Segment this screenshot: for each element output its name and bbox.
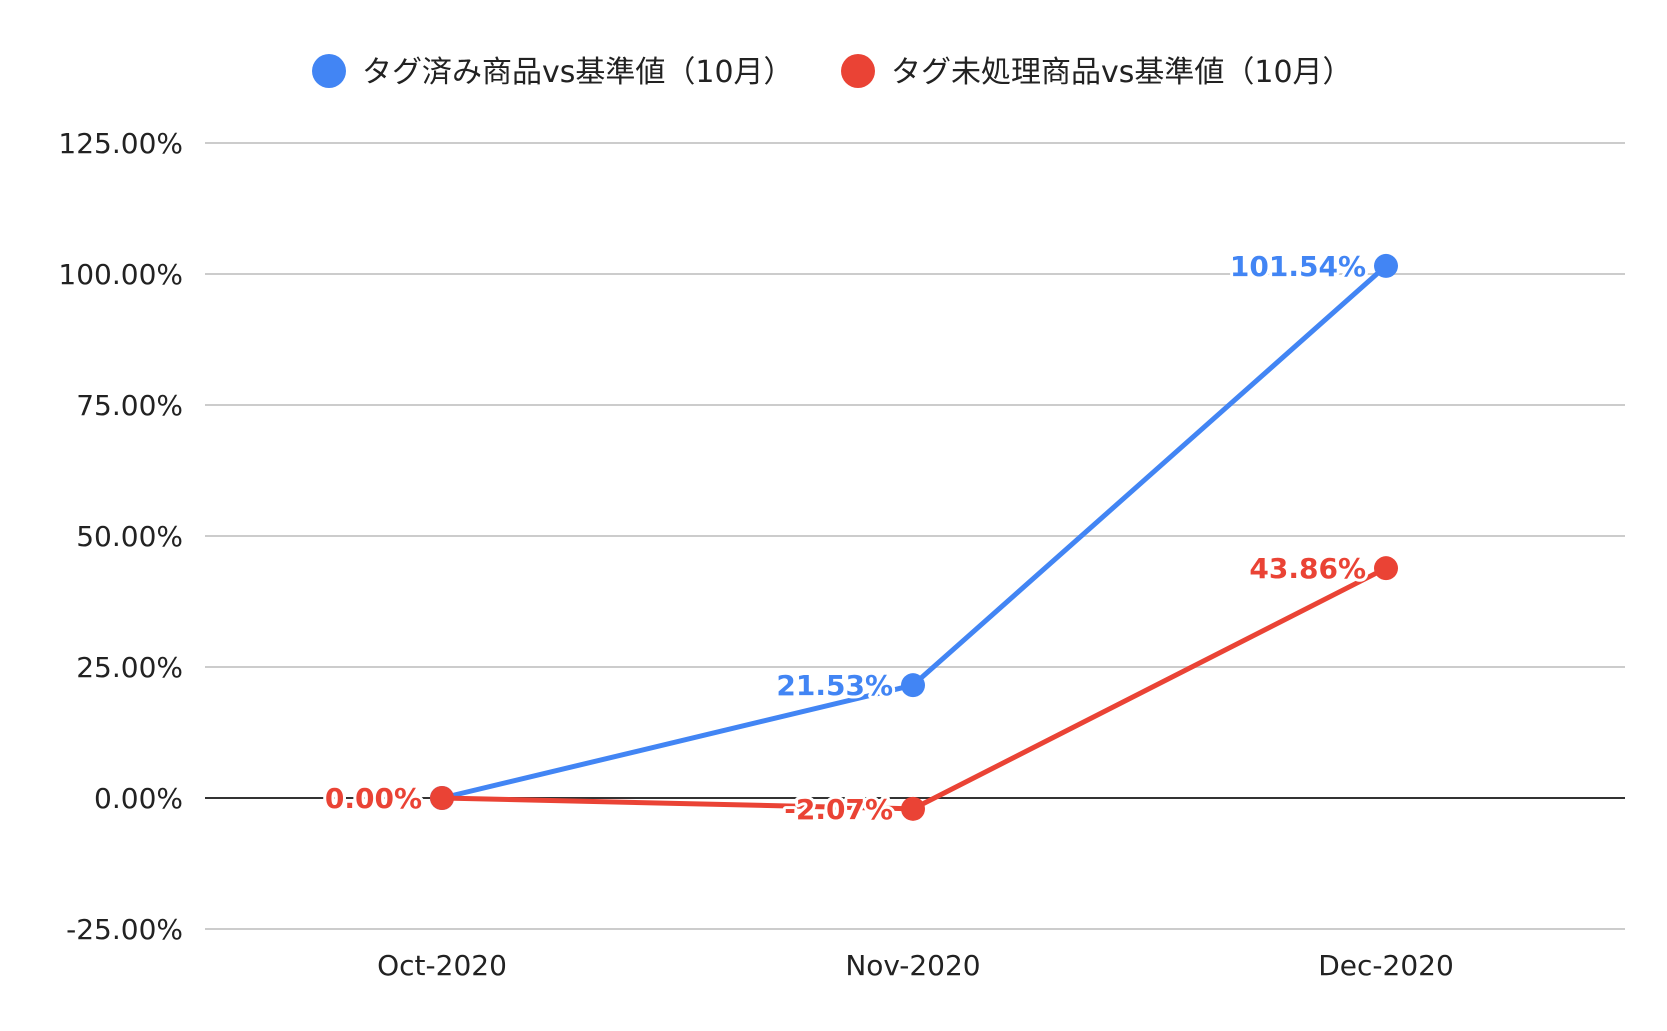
x-tick-label: Nov-2020 [845,949,980,982]
y-tick-label: 50.00% [76,520,183,553]
data-label: 43.86% [1249,552,1366,585]
data-label-halo: 43.86% [1249,552,1366,585]
data-label: 101.54% [1230,250,1366,283]
axis-layer: -25.00% 0.00% 25.00% 50.00% 75.00% 100.00% 125… [58,127,1453,982]
data-point [1374,556,1398,581]
y-tick-label: 125.00% [58,127,183,160]
data-point [1374,253,1398,278]
y-tick-label: 100.00% [58,258,183,291]
y-tick-label: -25.00% [66,913,183,946]
data-point [430,786,454,810]
x-tick-label: Dec-2020 [1318,949,1454,982]
y-tick-label: 0.00% [94,782,183,815]
legend-label: タグ済み商品vs基準値（10月） [362,55,794,90]
data-label-halo: 101.54% [1230,250,1366,283]
legend: タグ済み商品vs基準値（10月） タグ未処理商品vs基準値（10月） [312,54,1353,90]
data-label-halo: 21.53% [776,669,893,702]
data-point [901,796,925,821]
y-tick-label: 25.00% [76,651,183,684]
data-label-halo: -2.07% [784,793,893,826]
legend-swatch [841,54,875,88]
data-label: 21.53% [776,669,893,702]
data-label-halo: 0.00% [325,782,422,815]
data-label: 0.00% [325,782,422,815]
data-label: -2.07% [784,793,893,826]
data-point [901,673,925,698]
y-tick-label: 75.00% [76,389,183,422]
series-layer [430,253,1398,821]
x-tick-label: Oct-2020 [377,949,507,982]
legend-label: タグ未処理商品vs基準値（10月） [891,55,1353,90]
legend-swatch [312,54,346,88]
series-line-1 [441,264,1388,801]
data-label-layer: 21.53%21.53%101.54%101.54%0.00%0.00% -2.0… [322,247,1369,829]
